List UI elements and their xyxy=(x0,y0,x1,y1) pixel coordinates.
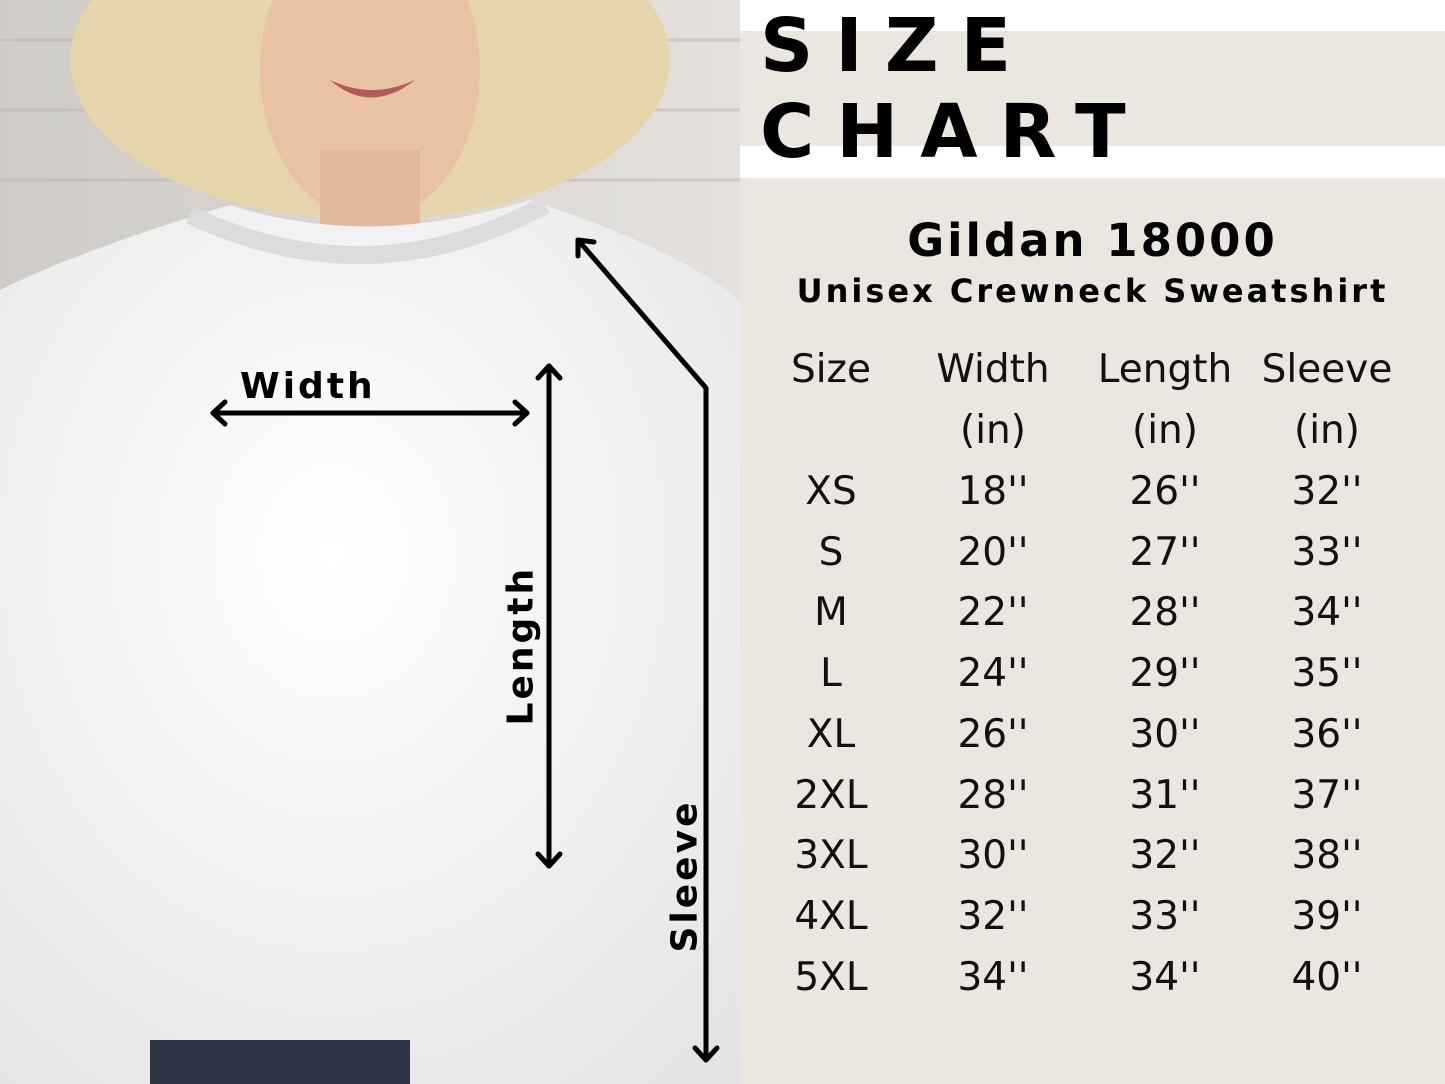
width-label: Width xyxy=(240,366,376,407)
table-cell-size: 3XL xyxy=(794,833,868,879)
column-header-width: Width xyxy=(936,347,1050,392)
table-cell-length: 34'' xyxy=(1129,954,1201,1000)
table-cell-size: XL xyxy=(806,711,856,757)
table-cell-width: 22'' xyxy=(957,590,1029,636)
table-cell-sleeve: 37'' xyxy=(1291,772,1363,818)
table-cell-width: 34'' xyxy=(957,954,1029,1000)
table-cell-sleeve: 32'' xyxy=(1291,469,1363,514)
table-cell-width: 28'' xyxy=(957,772,1029,818)
header-band: SIZE CHART xyxy=(740,3,1445,175)
table-cell-sleeve: 35'' xyxy=(1291,651,1363,697)
size-table-panel: Gildan 18000 Unisex Crewneck Sweatshirt … xyxy=(740,178,1445,1084)
table-cell-sleeve: 36'' xyxy=(1291,711,1363,757)
product-name: Gildan 18000 xyxy=(907,214,1278,267)
column-header-length: Length xyxy=(1097,347,1233,392)
page-title: SIZE CHART xyxy=(760,2,1148,175)
table-cell-sleeve: 33'' xyxy=(1291,529,1363,575)
table-cell-length: 29'' xyxy=(1129,651,1201,697)
table-cell-width: 18'' xyxy=(957,469,1029,514)
table-cell-length: 28'' xyxy=(1129,590,1201,636)
table-cell-width: 20'' xyxy=(957,529,1029,575)
table-cell-size: S xyxy=(818,529,844,575)
table-cell-width: 32'' xyxy=(957,893,1029,939)
table-cell-length: 30'' xyxy=(1129,711,1201,757)
column-header-width: (in) xyxy=(960,408,1026,453)
column-header-sleeve: Sleeve xyxy=(1261,347,1393,392)
table-cell-sleeve: 39'' xyxy=(1291,893,1363,939)
table-cell-length: 31'' xyxy=(1129,772,1201,818)
table-cell-size: 5XL xyxy=(794,954,868,1000)
length-label: Length xyxy=(500,565,542,726)
model-photo xyxy=(0,0,740,1084)
table-cell-size: M xyxy=(814,590,848,636)
column-header-sleeve: (in) xyxy=(1294,408,1360,453)
table-cell-sleeve: 34'' xyxy=(1291,590,1363,636)
table-cell-width: 30'' xyxy=(957,833,1029,879)
table-cell-length: 32'' xyxy=(1129,833,1201,879)
product-description: Unisex Crewneck Sweatshirt xyxy=(796,272,1389,310)
table-cell-size: L xyxy=(820,651,842,697)
table-cell-width: 24'' xyxy=(957,651,1029,697)
column-header-size: Size xyxy=(790,347,872,392)
table-cell-size: 2XL xyxy=(794,772,868,818)
table-cell-size: XS xyxy=(805,469,857,514)
table-cell-sleeve: 38'' xyxy=(1291,833,1363,879)
table-cell-length: 33'' xyxy=(1129,893,1201,939)
table-cell-length: 26'' xyxy=(1129,469,1201,514)
table-cell-size: 4XL xyxy=(794,893,868,939)
table-cell-sleeve: 40'' xyxy=(1291,954,1363,1000)
table-cell-width: 26'' xyxy=(957,711,1029,757)
column-header-length: (in) xyxy=(1132,408,1198,453)
table-cell-length: 27'' xyxy=(1129,529,1201,575)
sleeve-label: Sleeve xyxy=(664,799,706,953)
